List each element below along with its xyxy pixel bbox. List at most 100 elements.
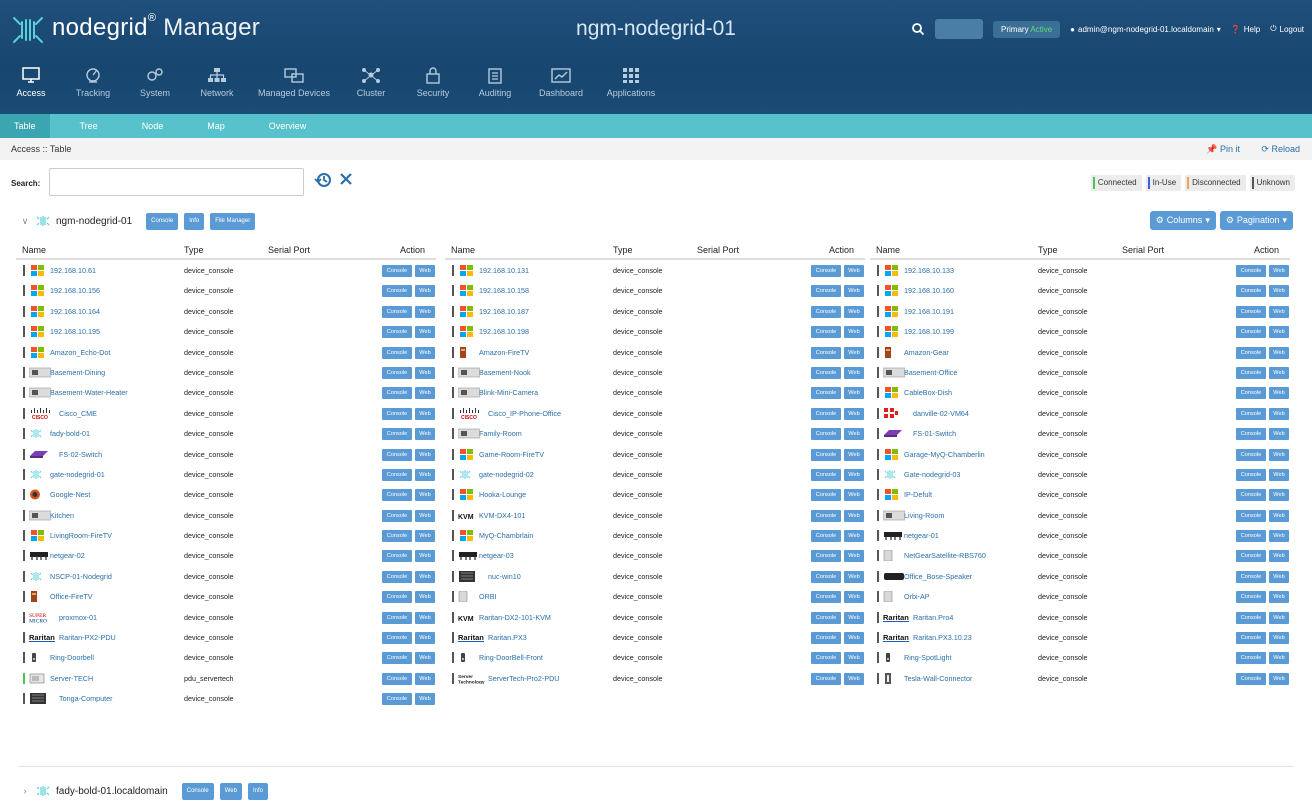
device-name-link[interactable]: Google-Nest xyxy=(50,490,91,500)
device-name-link[interactable]: Ring-DoorBell-Front xyxy=(479,653,543,663)
row-console-button[interactable]: Console xyxy=(811,326,841,339)
search-input[interactable] xyxy=(49,168,304,196)
device-name-link[interactable]: Basement-Dining xyxy=(50,367,106,377)
tab-tree[interactable]: Tree xyxy=(79,121,98,131)
device-name-link[interactable]: Hooka-Lounge xyxy=(479,490,527,500)
tab-table[interactable]: Table xyxy=(0,114,50,138)
columns-button[interactable]: ⚙ Columns ▾ xyxy=(1149,211,1216,230)
row-console-button[interactable]: Console xyxy=(382,570,412,583)
row-console-button[interactable]: Console xyxy=(1236,407,1266,420)
device-name-link[interactable]: ServerTech-Pro2-PDU xyxy=(488,673,560,683)
row-web-button[interactable]: Web xyxy=(844,489,864,502)
device-name-link[interactable]: Ring-Doorbell xyxy=(50,653,94,663)
row-console-button[interactable]: Console xyxy=(382,346,412,359)
row-web-button[interactable]: Web xyxy=(415,693,435,706)
column-header-name[interactable]: Name xyxy=(876,245,901,255)
device-name-link[interactable]: Basement-Nook xyxy=(479,367,531,377)
row-console-button[interactable]: Console xyxy=(1236,550,1266,563)
row-web-button[interactable]: Web xyxy=(415,509,435,522)
row-console-button[interactable]: Console xyxy=(382,305,412,318)
row-console-button[interactable]: Console xyxy=(1236,428,1266,441)
row-console-button[interactable]: Console xyxy=(811,366,841,379)
row-console-button[interactable]: Console xyxy=(382,693,412,706)
row-console-button[interactable]: Console xyxy=(382,530,412,543)
column-header-serial[interactable]: Serial Port xyxy=(1122,245,1165,255)
row-web-button[interactable]: Web xyxy=(1269,326,1289,339)
device-name-link[interactable]: fady-bold-01 xyxy=(50,429,90,439)
row-web-button[interactable]: Web xyxy=(1269,509,1289,522)
row-console-button[interactable]: Console xyxy=(811,672,841,685)
device-name-link[interactable]: Office-FireTV xyxy=(50,592,93,602)
row-console-button[interactable]: Console xyxy=(382,591,412,604)
device-name-link[interactable]: Garage-MyQ-Chamberlin xyxy=(904,449,985,459)
row-console-button[interactable]: Console xyxy=(811,550,841,563)
device-name-link[interactable]: Raritan-PX2-PDU xyxy=(59,633,116,643)
row-console-button[interactable]: Console xyxy=(811,305,841,318)
nav-managed-devices[interactable]: Managed Devices xyxy=(248,66,340,106)
logout-link[interactable]: ⏻ Logout xyxy=(1270,24,1304,34)
column-header-action[interactable]: Action xyxy=(1254,245,1280,255)
device-name-link[interactable]: 192.168.10.164 xyxy=(50,306,100,316)
row-console-button[interactable]: Console xyxy=(811,591,841,604)
row-web-button[interactable]: Web xyxy=(1269,611,1289,624)
row-console-button[interactable]: Console xyxy=(382,672,412,685)
device-name-link[interactable]: 192.168.10.158 xyxy=(479,286,529,296)
device-name-link[interactable]: 192.168.10.131 xyxy=(479,266,529,275)
nav-network[interactable]: Network xyxy=(186,66,248,106)
device-name-link[interactable]: Raritan.PX3.10.23 xyxy=(913,633,972,643)
device-name-link[interactable]: Basement-Water-Heater xyxy=(50,388,128,398)
row-web-button[interactable]: Web xyxy=(844,570,864,583)
row-web-button[interactable]: Web xyxy=(1269,285,1289,298)
device-name-link[interactable]: KVM-DX4-101 xyxy=(479,510,526,520)
device-name-link[interactable]: Cisco_IP-Phone-Office xyxy=(488,408,561,418)
history-icon[interactable] xyxy=(314,171,332,189)
row-console-button[interactable]: Console xyxy=(811,407,841,420)
device-name-link[interactable]: 192.168.10.61 xyxy=(50,266,96,275)
row-web-button[interactable]: Web xyxy=(844,468,864,481)
device-name-link[interactable]: Family-Room xyxy=(479,429,522,439)
row-console-button[interactable]: Console xyxy=(1236,448,1266,461)
device-name-link[interactable]: MyQ-Chambrlain xyxy=(479,531,534,541)
group-file-manager-button[interactable]: File Manager xyxy=(210,212,256,230)
row-console-button[interactable]: Console xyxy=(1236,326,1266,339)
row-web-button[interactable]: Web xyxy=(1269,632,1289,645)
row-web-button[interactable]: Web xyxy=(1269,652,1289,665)
row-web-button[interactable]: Web xyxy=(415,387,435,400)
device-name-link[interactable]: Orbi-AP xyxy=(904,592,930,602)
row-web-button[interactable]: Web xyxy=(415,489,435,502)
device-name-link[interactable]: gate-nodegrid-02 xyxy=(479,469,534,479)
row-web-button[interactable]: Web xyxy=(1269,570,1289,583)
device-name-link[interactable]: Tonga-Computer xyxy=(59,694,113,704)
row-web-button[interactable]: Web xyxy=(415,285,435,298)
device-name-link[interactable]: Amazon-Gear xyxy=(904,347,949,357)
device-name-link[interactable]: Tesla-Wall-Connector xyxy=(904,673,973,683)
row-web-button[interactable]: Web xyxy=(1269,591,1289,604)
device-name-link[interactable]: Office_Bose-Speaker xyxy=(904,571,973,581)
row-web-button[interactable]: Web xyxy=(844,346,864,359)
row-console-button[interactable]: Console xyxy=(382,489,412,502)
device-name-link[interactable]: proxmox-01 xyxy=(59,612,97,622)
row-console-button[interactable]: Console xyxy=(1236,570,1266,583)
row-console-button[interactable]: Console xyxy=(1236,672,1266,685)
device-name-link[interactable]: 192.168.10.198 xyxy=(479,327,529,337)
row-console-button[interactable]: Console xyxy=(1236,285,1266,298)
row-console-button[interactable]: Console xyxy=(382,632,412,645)
device-name-link[interactable]: 192.168.10.187 xyxy=(479,306,529,316)
row-console-button[interactable]: Console xyxy=(1236,611,1266,624)
nav-cluster[interactable]: Cluster xyxy=(340,66,402,106)
row-console-button[interactable]: Console xyxy=(811,570,841,583)
row-console-button[interactable]: Console xyxy=(811,346,841,359)
row-web-button[interactable]: Web xyxy=(844,448,864,461)
row-web-button[interactable]: Web xyxy=(844,326,864,339)
row-web-button[interactable]: Web xyxy=(415,652,435,665)
row-web-button[interactable]: Web xyxy=(415,530,435,543)
column-header-name[interactable]: Name xyxy=(22,245,47,255)
row-web-button[interactable]: Web xyxy=(844,366,864,379)
reload-button[interactable]: ⟳ Reload xyxy=(1261,144,1300,154)
nav-tracking[interactable]: Tracking xyxy=(62,66,124,106)
column-header-action[interactable]: Action xyxy=(829,245,855,255)
row-web-button[interactable]: Web xyxy=(415,326,435,339)
chevron-right-icon[interactable]: › xyxy=(23,786,27,796)
row-console-button[interactable]: Console xyxy=(811,652,841,665)
device-name-link[interactable]: netgear-01 xyxy=(904,531,939,541)
